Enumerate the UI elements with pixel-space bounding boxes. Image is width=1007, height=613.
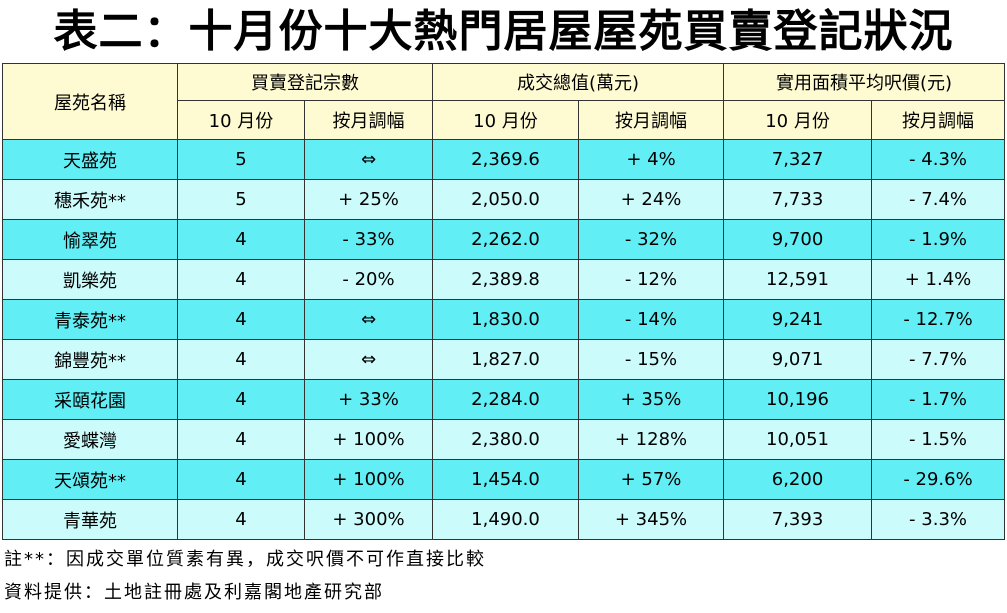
table-row: 青泰苑** 4 ⇔ 1,830.0- 14% 9,241- 12.7% [2, 299, 1006, 340]
header-total-value: 成交總值(萬元) [431, 63, 725, 101]
count-month-cell: 5 [177, 179, 305, 220]
price-change-cell: - 29.6% [871, 459, 1006, 500]
price-month-cell: 7,327 [723, 139, 873, 180]
subheader-value-change: 按月調幅 [577, 100, 725, 140]
header-average-price: 實用面積平均呎價(元) [723, 63, 1006, 101]
price-month-cell: 10,051 [723, 419, 873, 460]
value-month-cell: 1,490.0 [432, 499, 579, 540]
count-change-cell: + 100% [304, 459, 433, 500]
count-change-cell: ⇔ [304, 339, 433, 380]
transactions-table: 屋苑名稱 買賣登記宗數 成交總值(萬元) 實用面積平均呎價(元) 10 月份 按… [2, 63, 1006, 540]
count-month-cell: 4 [177, 259, 305, 300]
table-row: 穗禾苑** 5 + 25% 2,050.0 + 24% 7,733- 7.4% [2, 179, 1006, 220]
table-row: 愉翠苑 4- 33% 2,262.0- 32% 9,700- 1.9% [2, 219, 1006, 260]
value-month-cell: 1,830.0 [432, 299, 579, 340]
price-month-cell: 7,393 [723, 499, 873, 540]
estate-name-cell: 愛蝶灣 [2, 419, 178, 460]
value-month-cell: 1,454.0 [432, 459, 579, 500]
count-month-cell: 4 [177, 419, 305, 460]
count-change-cell: - 20% [304, 259, 433, 300]
price-month-cell: 9,700 [723, 219, 873, 260]
count-month-cell: 4 [177, 339, 305, 380]
count-change-cell: + 25% [304, 179, 433, 220]
subheader-price-change: 按月調幅 [871, 100, 1006, 140]
value-change-cell: + 24% [577, 179, 725, 220]
count-month-cell: 4 [177, 219, 305, 260]
value-month-cell: 2,369.6 [432, 139, 579, 180]
price-change-cell: - 1.5% [871, 419, 1006, 460]
value-month-cell: 2,262.0 [432, 219, 579, 260]
price-change-cell: - 3.3% [871, 499, 1006, 540]
value-change-cell: + 35% [577, 379, 725, 420]
estate-name-cell: 青華苑 [2, 499, 178, 540]
price-change-cell: - 12.7% [871, 299, 1006, 340]
price-change-cell: - 1.7% [871, 379, 1006, 420]
value-change-cell: - 15% [577, 339, 725, 380]
estate-name-cell: 錦豐苑** [2, 339, 178, 380]
count-month-cell: 4 [177, 299, 305, 340]
header-registration-count: 買賣登記宗數 [177, 63, 433, 101]
price-change-cell: - 4.3% [871, 139, 1006, 180]
value-change-cell: + 57% [577, 459, 725, 500]
count-month-cell: 4 [177, 499, 305, 540]
estate-name-cell: 青泰苑** [2, 299, 178, 340]
estate-name-cell: 采頤花園 [2, 379, 178, 420]
count-change-cell: + 300% [304, 499, 433, 540]
table-row: 愛蝶灣 4 + 100% 2,380.0 + 128% 10,051- 1.5% [2, 419, 1006, 460]
page-title: 表二：十月份十大熱門居屋屋苑買賣登記狀況 [53, 6, 954, 57]
value-month-cell: 2,050.0 [432, 179, 579, 220]
table-row: 采頤花園 4 + 33% 2,284.0 + 35% 10,196- 1.7% [2, 379, 1006, 420]
estate-name-cell: 天盛苑 [2, 139, 178, 180]
value-change-cell: + 345% [577, 499, 725, 540]
count-change-cell: ⇔ [304, 299, 433, 340]
price-month-cell: 12,591 [723, 259, 873, 300]
count-month-cell: 5 [177, 139, 305, 180]
value-change-cell: - 14% [577, 299, 725, 340]
footnote-source: 資料提供：土地註冊處及利嘉閣地產研究部 [4, 582, 384, 603]
estate-name-cell: 愉翠苑 [2, 219, 178, 260]
table-row: 青華苑 4 + 300% 1,490.0 + 345% 7,393- 3.3% [2, 499, 1006, 540]
count-change-cell: ⇔ [304, 139, 433, 180]
count-month-cell: 4 [177, 379, 305, 420]
estate-name-cell: 凱樂苑 [2, 259, 178, 300]
count-month-cell: 4 [177, 459, 305, 500]
price-month-cell: 9,241 [723, 299, 873, 340]
price-change-cell: - 7.7% [871, 339, 1006, 380]
price-month-cell: 10,196 [723, 379, 873, 420]
count-change-cell: + 100% [304, 419, 433, 460]
subheader-price-month: 10 月份 [723, 100, 873, 140]
price-change-cell: + 1.4% [871, 259, 1006, 300]
subheader-value-month: 10 月份 [432, 100, 579, 140]
table-row: 天頌苑** 4 + 100% 1,454.0 + 57% 6,200- 29.6% [2, 459, 1006, 500]
value-change-cell: + 4% [577, 139, 725, 180]
value-month-cell: 2,380.0 [432, 419, 579, 460]
value-month-cell: 2,284.0 [432, 379, 579, 420]
value-month-cell: 2,389.8 [432, 259, 579, 300]
value-month-cell: 1,827.0 [432, 339, 579, 380]
estate-name-cell: 穗禾苑** [2, 179, 178, 220]
price-month-cell: 7,733 [723, 179, 873, 220]
subheader-count-change: 按月調幅 [304, 100, 433, 140]
value-change-cell: - 32% [577, 219, 725, 260]
value-change-cell: - 12% [577, 259, 725, 300]
count-change-cell: - 33% [304, 219, 433, 260]
price-month-cell: 6,200 [723, 459, 873, 500]
header-estate-name: 屋苑名稱 [2, 63, 178, 140]
table-row: 天盛苑 5 ⇔ 2,369.6 + 4% 7,327- 4.3% [2, 139, 1006, 180]
table-row: 凱樂苑 4- 20% 2,389.8- 12% 12,591 + 1.4% [2, 259, 1006, 300]
subheader-count-month: 10 月份 [177, 100, 305, 140]
table-row: 錦豐苑** 4 ⇔ 1,827.0- 15% 9,071- 7.7% [2, 339, 1006, 380]
count-change-cell: + 33% [304, 379, 433, 420]
price-change-cell: - 7.4% [871, 179, 1006, 220]
footnote-note: 註**：因成交單位質素有異，成交呎價不可作直接比較 [4, 549, 486, 570]
price-change-cell: - 1.9% [871, 219, 1006, 260]
value-change-cell: + 128% [577, 419, 725, 460]
price-month-cell: 9,071 [723, 339, 873, 380]
estate-name-cell: 天頌苑** [2, 459, 178, 500]
